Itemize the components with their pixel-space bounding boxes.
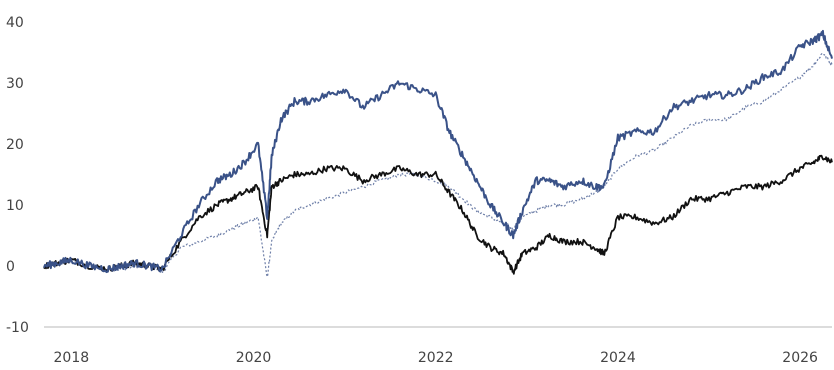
series-group — [43, 29, 833, 278]
series-line-black — [43, 154, 833, 275]
y-tick-label: 30 — [6, 76, 24, 92]
x-tick-label: 2024 — [600, 350, 636, 366]
y-axis-ticks: -10 0 10 20 30 40 — [6, 15, 29, 336]
x-tick-label: 2026 — [782, 350, 818, 366]
series-line-dotted — [43, 52, 833, 278]
y-tick-label: 40 — [6, 15, 24, 31]
x-tick-label: 2018 — [54, 350, 90, 366]
y-tick-label: -10 — [6, 320, 29, 336]
y-tick-label: 0 — [6, 259, 15, 275]
x-tick-label: 2022 — [418, 350, 454, 366]
series-line-navy — [43, 29, 833, 274]
y-tick-label: 20 — [6, 137, 24, 153]
x-axis-ticks: 2018 2020 2022 2024 2026 — [54, 350, 819, 366]
y-tick-label: 10 — [6, 198, 24, 214]
x-tick-label: 2020 — [236, 350, 272, 366]
